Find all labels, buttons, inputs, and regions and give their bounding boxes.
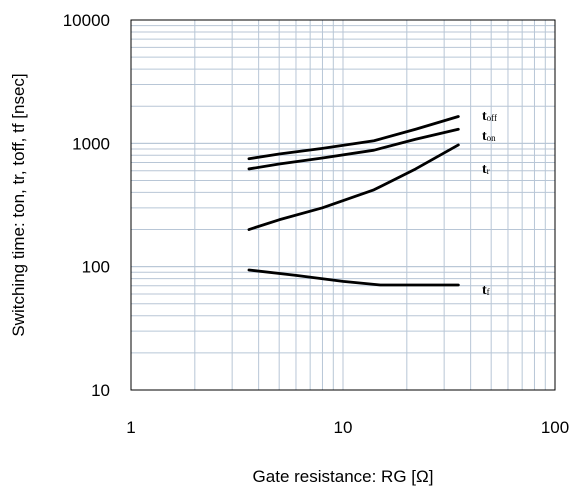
y-tick-label: 100 [82,258,110,277]
x-tick-label: 1 [126,418,135,437]
y-tick-label: 10000 [63,11,110,30]
series-label-ton: ton [482,129,496,144]
series-labels: toff ton tr tf [482,109,497,298]
plot-frame [130,19,556,391]
series-label-tf: tf [482,283,490,298]
x-tick-label: 10 [334,418,353,437]
x-axis-label: Gate resistance: RG [Ω] [253,467,434,486]
y-axis-label: Switching time: ton, tr, toff, tf [nsec] [9,73,28,336]
series-line-toff [247,115,460,161]
series-label-tr: tr [482,162,490,177]
series-line-tr [247,143,460,231]
series-lines [247,115,460,287]
x-tick-labels: 1 10 100 [126,418,569,437]
series-label-toff: toff [482,109,497,124]
y-tick-labels: 10 100 1000 10000 [63,11,110,400]
series-line-ton [247,127,460,171]
grid [131,20,555,390]
series-line-tf [247,268,460,287]
y-tick-label: 1000 [72,134,110,153]
y-tick-label: 10 [91,381,110,400]
x-tick-label: 100 [541,418,569,437]
